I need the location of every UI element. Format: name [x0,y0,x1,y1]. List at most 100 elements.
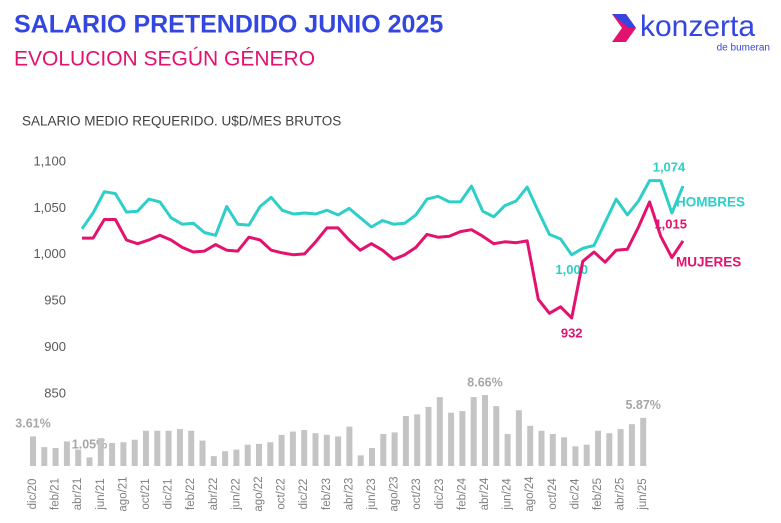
bar [346,426,353,466]
bar [459,411,466,466]
bar [63,441,70,466]
bar [289,431,296,466]
x-tick-label: feb/25 [592,478,604,510]
x-tick-label: abr/24 [479,477,491,510]
x-tick-label: jun/24 [502,478,514,511]
y-tick-label: 1,100 [33,153,66,168]
bar [335,436,342,466]
x-tick-label: dic/24 [569,478,581,509]
x-tick-label: oct/24 [547,478,559,510]
y-tick-label: 1,000 [33,246,66,261]
bar [188,430,195,466]
x-tick-label: jun/22 [230,478,242,510]
bar [301,429,308,466]
bar [504,434,511,466]
bar [640,417,647,466]
bar [561,437,568,466]
bar [154,430,161,466]
logo-icon-accent [612,14,636,28]
data-label: 932 [561,325,583,340]
x-tick-label: jun/23 [366,478,378,510]
x-tick-label: dic/22 [298,479,310,510]
x-tick-label: feb/23 [321,478,333,510]
x-tick-label: ago/21 [117,476,129,511]
bar [595,430,601,466]
bar [176,429,183,466]
bar [628,424,635,466]
bar [233,449,240,466]
data-label: 1,015 [654,216,687,231]
x-tick-label: ago/24 [524,476,536,512]
bar [52,447,59,466]
bar [515,410,522,466]
bar [448,412,455,466]
bar [244,444,251,466]
bar [527,425,534,466]
bar [131,439,138,466]
data-label: 3.61% [15,417,50,431]
bar [357,455,364,466]
data-label: 1,074 [653,160,686,175]
x-tick-label: feb/22 [185,478,197,510]
y-tick-label: 1,050 [33,200,66,215]
x-tick-label: abr/23 [343,478,355,511]
bar [425,406,432,466]
legend-label: HOMBRES [676,195,745,210]
bar [165,430,172,466]
logo-tagline: de bumeran [717,43,770,54]
bar [278,434,285,466]
bar [109,443,116,466]
x-tick-label: jun/25 [637,478,649,510]
bar [549,434,556,466]
bar [606,433,613,466]
x-tick-label: dic/23 [434,479,446,510]
bar [436,397,443,466]
y-tick-label: 900 [44,339,66,354]
bar [482,394,488,466]
bar [391,432,398,466]
bar [538,430,545,466]
logo: konzerta de bumeran [612,10,770,54]
y-tick-label: 950 [44,293,66,308]
bar [414,414,421,466]
y-axis-label: SALARIO MEDIO REQUERIDO. U$D/MES BRUTOS [22,114,341,129]
bar [493,406,500,466]
x-tick-label: dic/21 [163,479,175,510]
bar [97,438,104,466]
x-tick-label: feb/21 [50,478,62,510]
chart-title: SALARIO PRETENDIDO JUNIO 2025 [14,11,443,39]
x-tick-label: jun/21 [95,478,107,510]
bar [312,433,319,466]
bar [380,434,387,466]
x-tick-label: abr/25 [615,478,627,511]
bar [267,442,274,466]
y-tick-label: 850 [44,385,66,400]
x-tick-label: oct/22 [276,478,288,509]
bar [583,444,590,466]
x-tick-label: oct/23 [411,478,423,509]
logo-name: konzerta [640,10,755,43]
data-label: 5.87% [625,398,660,412]
bar [120,442,127,466]
bar [199,440,206,466]
chart-subtitle: EVOLUCION SEGÚN GÉNERO [14,48,315,71]
bar [41,447,48,466]
bar [402,415,409,466]
x-tick-label: abr/21 [72,478,84,511]
x-tick-label: ago/22 [253,476,265,511]
bar [572,446,579,466]
x-tick-label: dic/20 [27,479,39,510]
bar [86,457,93,466]
x-tick-label: oct/21 [140,478,152,509]
x-tick-label: abr/22 [208,478,220,511]
x-tick-label: feb/24 [456,477,468,510]
data-label: 8.66% [467,375,502,389]
bar [30,436,36,466]
line [80,179,685,257]
bar [75,449,82,466]
bar [617,429,624,466]
legend-label: MUJERES [676,255,741,270]
bar [369,447,375,466]
bar [143,430,149,466]
